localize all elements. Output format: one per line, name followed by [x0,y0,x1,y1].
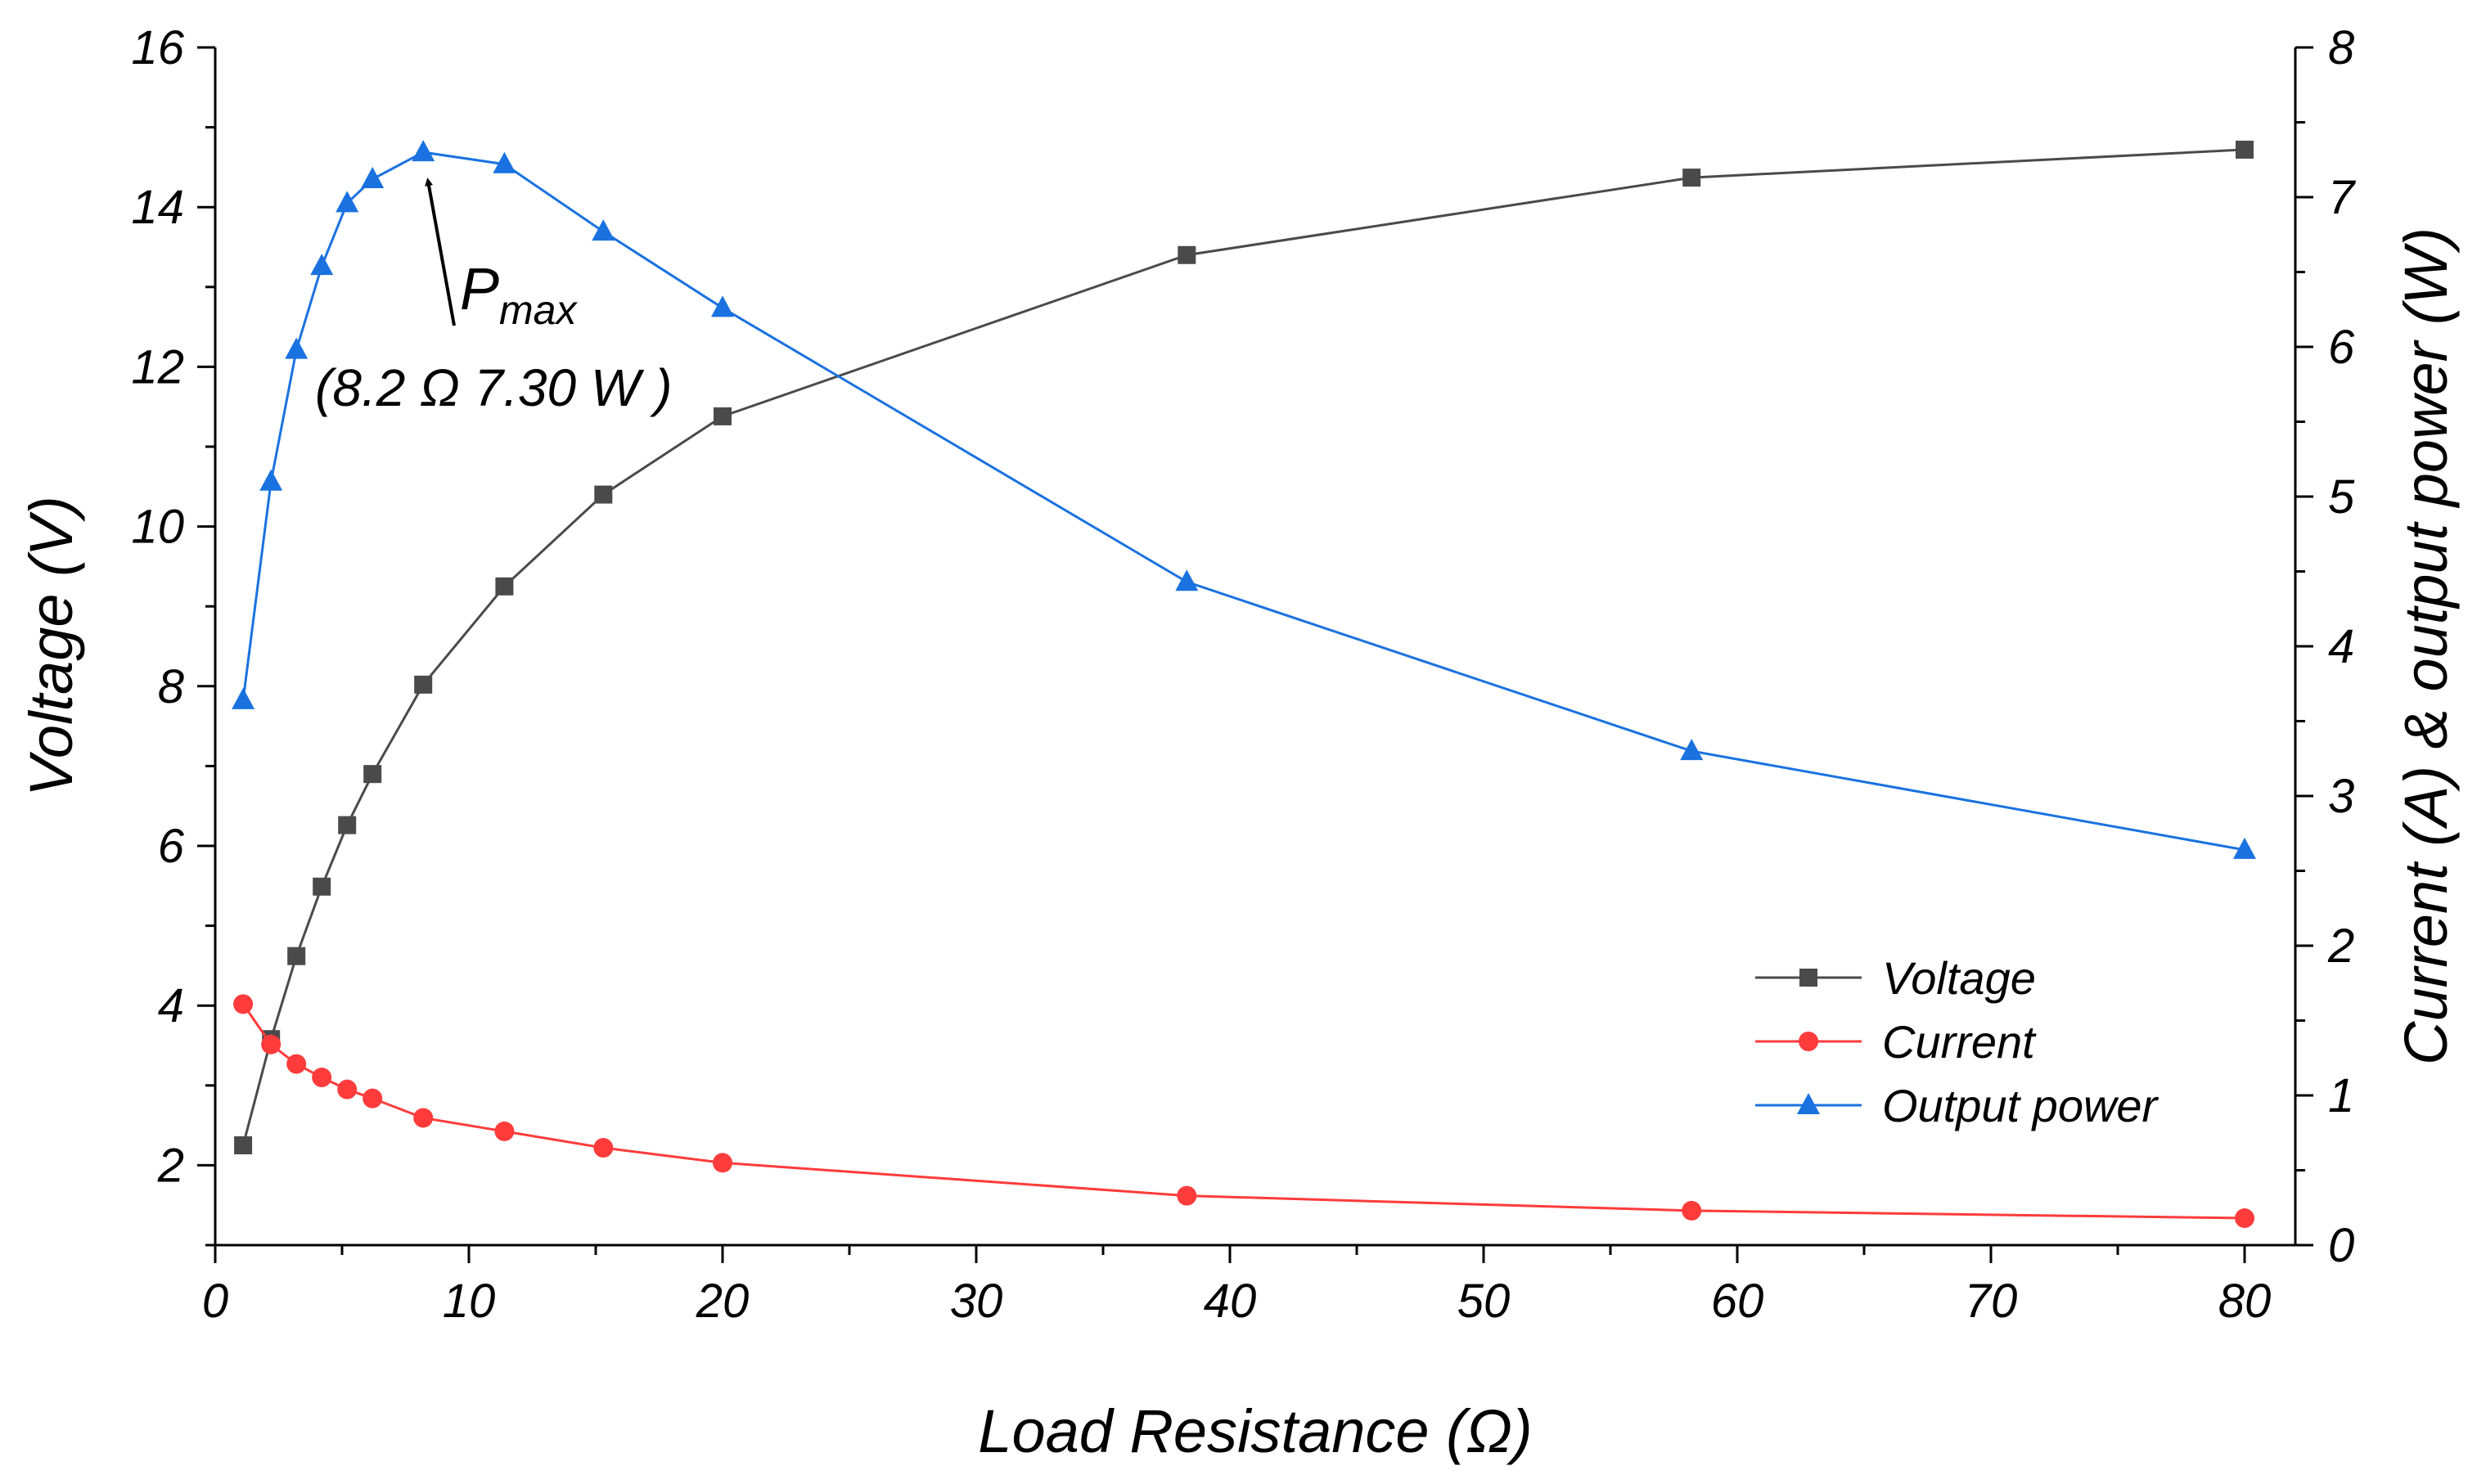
y2-tick-label: 1 [2328,1069,2354,1122]
y2-tick-label: 0 [2328,1219,2354,1272]
voltage-point [414,675,433,694]
y2-tick-label: 6 [2328,321,2355,374]
output-power-point [310,254,334,276]
legend-output-power-marker [1797,1093,1820,1114]
x-tick-label: 0 [202,1275,228,1328]
voltage-point [313,877,331,896]
legend-voltage-marker [1799,969,1817,987]
voltage-point [338,816,357,834]
x-tick-label: 20 [696,1275,750,1328]
current-point [713,1153,732,1173]
pmax-label: Pmax [460,257,578,333]
y2-tick-label: 2 [2327,920,2354,973]
y-tick-label: 6 [158,820,185,873]
output-power-point [336,191,359,213]
current-point [2235,1208,2254,1229]
legend-current-marker [1799,1032,1818,1051]
y-tick-label: 2 [157,1139,184,1192]
pmax-detail: (8.2 Ω 7.30 W ) [315,358,672,417]
voltage-point [363,765,382,784]
output-power-point [285,337,308,359]
x-tick-label: 10 [443,1275,496,1328]
output-power-point [1680,739,1704,761]
legend-voltage-label: Voltage [1882,952,2036,1004]
voltage-point [714,407,732,425]
current-point [494,1121,515,1141]
current-point [1682,1200,1702,1221]
output-power-point [412,140,435,162]
legend-output-power-label: Output power [1882,1080,2159,1131]
output-power-series-line [241,151,2245,852]
output-power-point [1175,569,1199,591]
voltage-point [495,577,514,596]
voltage-point [1178,245,1196,264]
series-layer [232,140,2256,1229]
voltage-point [287,947,306,965]
x-axis-title: Load Resistance (Ω) [978,1397,1532,1465]
output-power-point [711,295,734,317]
y-tick-label: 16 [131,21,184,74]
y-tick-label: 8 [158,660,184,713]
y-axis-title: Voltage (V) [17,496,85,796]
current-point [233,994,254,1014]
x-tick-label: 60 [1711,1275,1764,1328]
voltage-point [1682,169,1701,187]
y2-tick-label: 8 [2328,21,2354,74]
y-tick-label: 14 [131,181,184,234]
voltage-point [594,485,613,504]
voltage-point [2236,140,2254,159]
current-point [593,1138,614,1158]
current-point [363,1088,383,1109]
x-tick-label: 70 [1965,1275,2018,1328]
output-power-point [592,219,615,241]
y2-axis-title: Current (A) & output power (W) [2392,227,2460,1065]
current-point [337,1079,358,1100]
current-point [1177,1185,1197,1206]
pmax-arrow [425,178,456,326]
output-power-point [232,687,255,709]
y-tick-label: 4 [158,979,184,1032]
current-point [312,1068,332,1088]
current-point [286,1054,307,1074]
y2-tick-label: 3 [2328,770,2354,823]
output-power-point [361,167,385,189]
legend-current-label: Current [1882,1016,2037,1068]
y2-tick-label: 5 [2328,470,2355,524]
current-point [413,1108,434,1128]
axes-layer: 0 10 20 30 40 50 60 70 80246810121416012345678Lo… [17,21,2460,1465]
x-tick-label: 40 [1204,1275,1257,1328]
output-power-point [2233,837,2256,859]
y-tick-label: 12 [131,340,184,393]
output-power-point [493,151,516,173]
y2-tick-label: 7 [2328,171,2357,224]
y2-tick-label: 4 [2328,620,2354,673]
current-point [261,1034,281,1055]
x-tick-label: 50 [1457,1275,1511,1328]
y-tick-label: 10 [131,501,184,554]
x-tick-label: 30 [950,1275,1003,1328]
annotation-layer: Pmax (8.2 Ω 7.30 W ) [315,178,672,417]
legend-layer: Voltage Current Output power [1755,952,2159,1131]
voltage-point [234,1136,253,1154]
output-power-point [259,469,283,491]
x-tick-label: 80 [2218,1275,2272,1328]
